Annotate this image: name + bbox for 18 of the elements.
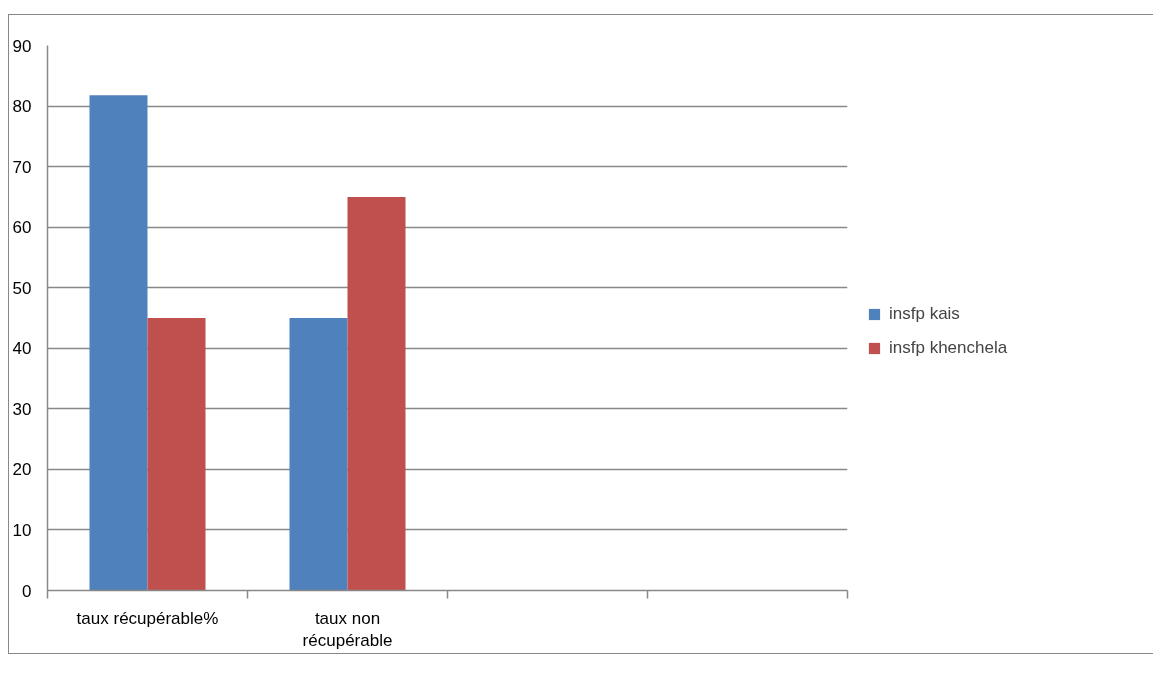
y-tick-label: 80 xyxy=(12,97,32,117)
y-tick-label: 90 xyxy=(12,36,32,56)
y-tick-label: 40 xyxy=(12,339,32,359)
y-tick-label: 60 xyxy=(12,218,32,238)
y-tick-label: 0 xyxy=(22,581,32,601)
y-tick-label: 70 xyxy=(12,157,32,177)
x-tick-label: taux non récupérable xyxy=(302,608,393,651)
bar xyxy=(89,95,148,591)
bar xyxy=(147,318,206,591)
bar xyxy=(289,318,348,591)
x-tick-label: taux récupérable% xyxy=(76,608,219,628)
y-tick-label: 50 xyxy=(12,278,32,298)
y-tick-label: 20 xyxy=(12,460,32,480)
y-tick-label: 10 xyxy=(12,520,32,540)
y-tick-label: 30 xyxy=(12,399,32,419)
legend-label: insfp kais xyxy=(889,304,960,324)
bar xyxy=(347,196,406,591)
legend-label: insfp khenchela xyxy=(889,338,1008,358)
